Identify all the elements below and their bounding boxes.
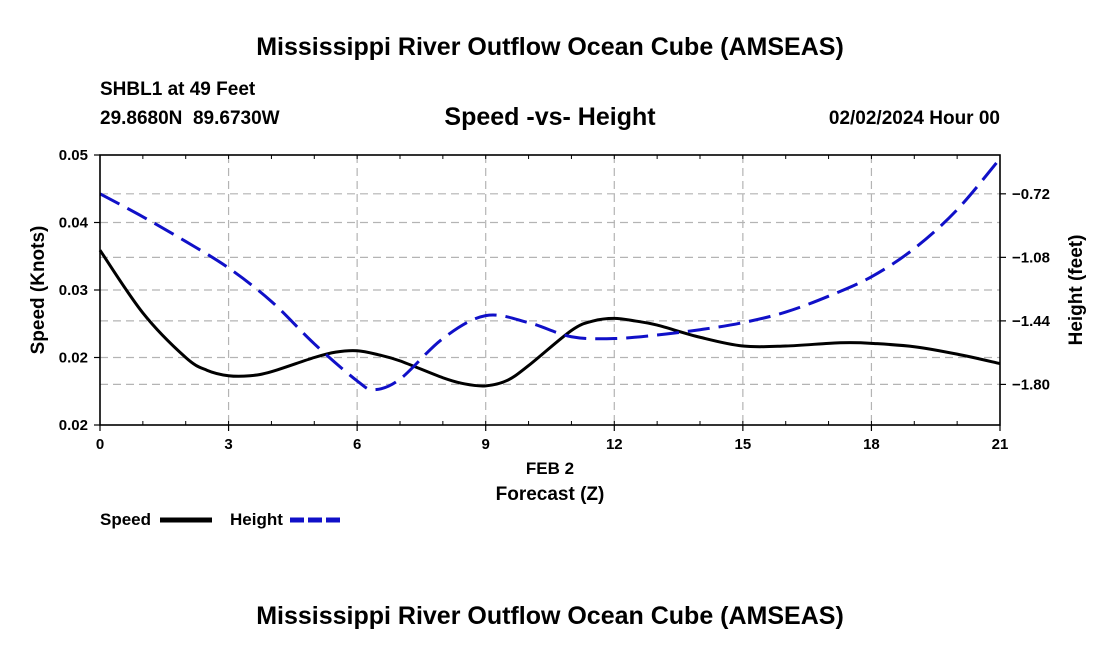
legend-speed-label: Speed xyxy=(100,510,151,529)
x-axis-title: Forecast (Z) xyxy=(496,484,605,505)
series-line-speed xyxy=(98,249,1001,388)
x-tick-label: 15 xyxy=(735,436,752,453)
main-title-top: Mississippi River Outflow Ocean Cube (AM… xyxy=(256,33,844,61)
y-tick-label: 0.05 xyxy=(59,147,88,164)
y-tick-label: 0.02 xyxy=(59,417,88,434)
y-tick-label: 0.04 xyxy=(59,215,89,232)
y-tick-label: 0.02 xyxy=(59,350,88,367)
x-tick-label: 12 xyxy=(606,436,623,453)
y2-tick-label: −0.72 xyxy=(1012,186,1050,203)
x-tick-label: 3 xyxy=(224,436,232,453)
y-axis-title: Speed (Knots) xyxy=(28,226,49,355)
grid xyxy=(100,155,1000,425)
coords-label: 29.8680N 89.6730W xyxy=(100,108,280,129)
series-layer xyxy=(98,157,1002,392)
y2-tick-label: −1.44 xyxy=(1012,313,1051,330)
legend: Speed Height xyxy=(100,510,342,529)
x-tick-label: 9 xyxy=(482,436,490,453)
plot-title: Speed -vs- Height xyxy=(444,103,656,131)
legend-height-label: Height xyxy=(230,510,283,529)
station-label: SHBL1 at 49 Feet xyxy=(100,79,256,100)
y2-tick-label: −1.80 xyxy=(1012,376,1050,393)
date-label: FEB 2 xyxy=(526,459,574,478)
x-tick-label: 18 xyxy=(863,436,880,453)
axis-ticks: 0 3 6 9 12 15 18 21 0.02 0.02 0.03 0.04 0.05 −1.80 −1.… xyxy=(59,147,1051,453)
datetime-label: 02/02/2024 Hour 00 xyxy=(829,108,1000,129)
series-line-height xyxy=(99,157,1002,392)
x-tick-label: 0 xyxy=(96,436,104,453)
x-tick-label: 21 xyxy=(992,436,1009,453)
y2-tick-label: −1.08 xyxy=(1012,249,1050,266)
main-title-bottom: Mississippi River Outflow Ocean Cube (AM… xyxy=(256,602,844,630)
y-tick-label: 0.03 xyxy=(59,282,88,299)
y2-axis-title: Height (feet) xyxy=(1066,235,1087,346)
x-tick-label: 6 xyxy=(353,436,361,453)
